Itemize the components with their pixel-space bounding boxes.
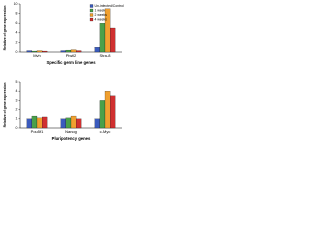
x-tick-label: Piwil2 — [66, 53, 77, 58]
x-tick-label: Stra-8 — [100, 53, 112, 58]
legend-label: 1 week — [95, 8, 106, 12]
bar — [36, 117, 43, 129]
bar — [26, 118, 32, 129]
bar — [75, 118, 82, 129]
y-tick-label: 0 — [16, 50, 18, 54]
bar — [109, 27, 116, 53]
bar — [31, 115, 38, 129]
bar — [94, 47, 101, 53]
legend-label: 4 weeks — [95, 17, 108, 21]
bar — [31, 50, 38, 53]
bar — [109, 95, 116, 129]
legend-swatch — [89, 4, 94, 8]
y-tick-label: 6 — [16, 21, 18, 25]
x-tick-label: Nanog — [65, 129, 77, 134]
bar — [60, 118, 66, 129]
x-tick-label: Pou5f1 — [31, 129, 44, 134]
x-tick-label: c-Myc — [100, 129, 111, 134]
x-axis-title: Specific germ line genes — [46, 60, 96, 65]
y-tick-label: 5 — [16, 80, 18, 84]
bar — [99, 23, 106, 53]
bar — [36, 50, 43, 53]
legend-swatch — [89, 13, 94, 17]
y-axis-title: Relative of gene expression — [3, 83, 7, 128]
y-tick-label: 1 — [16, 117, 18, 121]
bar — [104, 91, 111, 129]
x-tick-label: Mvh — [33, 53, 41, 58]
x-axis-title: Pluripotency genes — [52, 136, 91, 141]
legend-swatch — [89, 8, 94, 13]
bar — [41, 116, 48, 129]
legend-label: 2 weeks — [95, 13, 108, 17]
y-tick-label: 3 — [16, 98, 18, 102]
y-tick-label: 8 — [16, 12, 18, 16]
bar — [94, 118, 101, 129]
y-tick-label: 4 — [16, 89, 18, 93]
legend-label: Un-infected/Control — [95, 4, 124, 8]
y-tick-label: 2 — [16, 40, 18, 44]
y-axis-title: Relative of gene expression — [3, 6, 7, 51]
bar — [99, 100, 106, 129]
bar — [65, 49, 72, 53]
y-tick-label: 4 — [16, 31, 18, 35]
bar — [65, 117, 72, 129]
legend-swatch — [89, 17, 94, 22]
y-tick-label: 0 — [16, 126, 18, 130]
bar — [26, 50, 32, 53]
y-tick-label: 2 — [16, 108, 18, 112]
bar — [60, 50, 66, 53]
bar — [70, 49, 77, 53]
bar — [75, 50, 82, 53]
bar — [70, 115, 77, 129]
page: {"chart_data": [ {"type": "bar", "x_labe… — [0, 0, 125, 150]
bar — [41, 50, 48, 53]
y-tick-label: 10 — [14, 2, 18, 6]
